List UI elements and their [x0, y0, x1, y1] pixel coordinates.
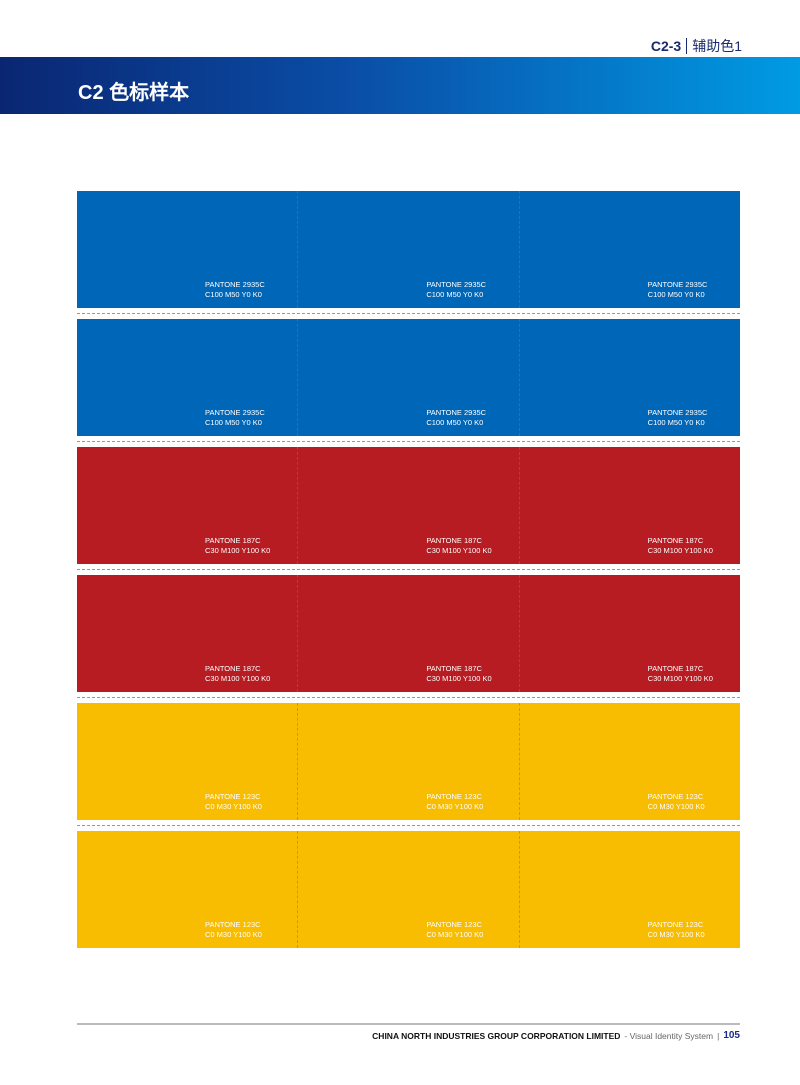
pantone-code: PANTONE 2935C [205, 280, 265, 289]
swatch-label: PANTONE 123C C0 M30 Y100 K0 [205, 792, 262, 812]
swatch-label: PANTONE 2935C C100 M50 Y0 K0 [648, 408, 708, 428]
footer-corp: CHINA NORTH INDUSTRIES GROUP CORPORATION… [372, 1030, 621, 1041]
swatch-label: PANTONE 2935C C100 M50 Y0 K0 [648, 280, 708, 300]
swatch-label: PANTONE 123C C0 M30 Y100 K0 [426, 920, 483, 940]
footer-separator: | [717, 1030, 720, 1041]
color-swatch: PANTONE 2935C C100 M50 Y0 K0 [519, 191, 740, 308]
footer-divider [77, 1023, 740, 1025]
cmyk-code: C0 M30 Y100 K0 [426, 930, 484, 939]
color-swatch: PANTONE 187C C30 M100 Y100 K0 [298, 447, 520, 564]
color-swatch: PANTONE 187C C30 M100 Y100 K0 [298, 575, 520, 692]
color-swatch: PANTONE 2935C C100 M50 Y0 K0 [298, 191, 520, 308]
section-name: 辅助色1 [692, 38, 742, 54]
cmyk-code: C100 M50 Y0 K0 [426, 418, 484, 427]
color-swatch: PANTONE 187C C30 M100 Y100 K0 [519, 447, 740, 564]
cmyk-code: C0 M30 Y100 K0 [205, 930, 262, 939]
pantone-code: PANTONE 2935C [647, 408, 708, 417]
cmyk-code: C0 M30 Y100 K0 [205, 802, 262, 811]
swatch-row: PANTONE 187C C30 M100 Y100 K0 PANTONE 187C… [77, 447, 740, 570]
cmyk-code: C30 M100 Y100 K0 [205, 674, 271, 683]
color-swatch: PANTONE 187C C30 M100 Y100 K0 [77, 575, 299, 692]
swatch-label: PANTONE 2935C C100 M50 Y0 K0 [426, 280, 486, 300]
cmyk-code: C30 M100 Y100 K0 [426, 546, 492, 555]
swatch-label: PANTONE 187C C30 M100 Y100 K0 [205, 536, 270, 556]
page-title: C2 色标样本 [78, 82, 190, 104]
swatch-row: PANTONE 123C C0 M30 Y100 K0 PANTONE 123C C0… [77, 703, 740, 826]
swatch-label: PANTONE 187C C30 M100 Y100 K0 [426, 536, 491, 556]
color-swatch: PANTONE 123C C0 M30 Y100 K0 [77, 831, 299, 948]
cmyk-code: C100 M50 Y0 K0 [647, 290, 705, 299]
pantone-code: PANTONE 123C [205, 920, 261, 929]
pantone-code: PANTONE 187C [647, 664, 704, 673]
pantone-code: PANTONE 187C [426, 664, 482, 673]
pantone-code: PANTONE 2935C [205, 408, 265, 417]
pantone-code: PANTONE 123C [647, 920, 704, 929]
color-swatch: PANTONE 187C C30 M100 Y100 K0 [519, 575, 740, 692]
pantone-code: PANTONE 187C [205, 536, 261, 545]
color-swatch: PANTONE 2935C C100 M50 Y0 K0 [298, 319, 520, 436]
swatch-label: PANTONE 187C C30 M100 Y100 K0 [205, 664, 270, 684]
cmyk-code: C100 M50 Y0 K0 [205, 290, 262, 299]
cmyk-code: C100 M50 Y0 K0 [647, 418, 705, 427]
pantone-code: PANTONE 123C [426, 920, 482, 929]
swatch-row: PANTONE 187C C30 M100 Y100 K0 PANTONE 187C… [77, 575, 740, 698]
cmyk-code: C0 M30 Y100 K0 [426, 802, 484, 811]
swatch-label: PANTONE 2935C C100 M50 Y0 K0 [205, 280, 265, 300]
color-swatch: PANTONE 123C C0 M30 Y100 K0 [298, 703, 520, 820]
swatch-label: PANTONE 187C C30 M100 Y100 K0 [648, 536, 713, 556]
pantone-code: PANTONE 123C [426, 792, 482, 801]
pantone-code: PANTONE 187C [426, 536, 482, 545]
header-band: C2 色标样本 [0, 57, 800, 114]
color-swatch: PANTONE 2935C C100 M50 Y0 K0 [77, 319, 299, 436]
cmyk-code: C30 M100 Y100 K0 [426, 674, 492, 683]
color-swatch: PANTONE 123C C0 M30 Y100 K0 [77, 703, 299, 820]
pantone-code: PANTONE 123C [205, 792, 261, 801]
color-swatch: PANTONE 2935C C100 M50 Y0 K0 [519, 319, 740, 436]
pantone-code: PANTONE 123C [647, 792, 704, 801]
swatch-label: PANTONE 123C C0 M30 Y100 K0 [648, 920, 705, 940]
color-swatch: PANTONE 123C C0 M30 Y100 K0 [298, 831, 520, 948]
cmyk-code: C100 M50 Y0 K0 [426, 290, 484, 299]
color-swatch: PANTONE 187C C30 M100 Y100 K0 [77, 447, 299, 564]
swatch-label: PANTONE 2935C C100 M50 Y0 K0 [205, 408, 265, 428]
swatch-label: PANTONE 187C C30 M100 Y100 K0 [426, 664, 491, 684]
color-swatch-grid: PANTONE 2935C C100 M50 Y0 K0 PANTONE 2935C… [77, 191, 740, 948]
section-code: C2-3 [650, 38, 682, 54]
cmyk-code: C0 M30 Y100 K0 [647, 930, 705, 939]
cmyk-code: C0 M30 Y100 K0 [647, 802, 705, 811]
cmyk-code: C30 M100 Y100 K0 [647, 674, 713, 683]
cmyk-code: C100 M50 Y0 K0 [205, 418, 262, 427]
footer: CHINA NORTH INDUSTRIES GROUP CORPORATION… [372, 1030, 740, 1041]
divider [686, 38, 688, 54]
color-swatch: PANTONE 123C C0 M30 Y100 K0 [519, 703, 740, 820]
swatch-row: PANTONE 123C C0 M30 Y100 K0 PANTONE 123C C0… [77, 831, 740, 948]
section-reference: C2-3 辅助色1 [651, 36, 742, 56]
swatch-label: PANTONE 123C C0 M30 Y100 K0 [205, 920, 262, 940]
pantone-code: PANTONE 2935C [426, 280, 487, 289]
swatch-row: PANTONE 2935C C100 M50 Y0 K0 PANTONE 2935C… [77, 191, 740, 314]
swatch-label: PANTONE 123C C0 M30 Y100 K0 [426, 792, 483, 812]
pantone-code: PANTONE 2935C [426, 408, 487, 417]
page-number: 105 [723, 1030, 740, 1041]
color-swatch: PANTONE 123C C0 M30 Y100 K0 [519, 831, 740, 948]
footer-system: - Visual Identity System [624, 1030, 714, 1041]
swatch-label: PANTONE 123C C0 M30 Y100 K0 [648, 792, 705, 812]
cmyk-code: C30 M100 Y100 K0 [647, 546, 713, 555]
swatch-label: PANTONE 2935C C100 M50 Y0 K0 [426, 408, 486, 428]
pantone-code: PANTONE 2935C [647, 280, 708, 289]
swatch-label: PANTONE 187C C30 M100 Y100 K0 [648, 664, 713, 684]
swatch-row: PANTONE 2935C C100 M50 Y0 K0 PANTONE 2935C… [77, 319, 740, 442]
pantone-code: PANTONE 187C [647, 536, 704, 545]
cmyk-code: C30 M100 Y100 K0 [205, 546, 271, 555]
color-swatch: PANTONE 2935C C100 M50 Y0 K0 [77, 191, 299, 308]
pantone-code: PANTONE 187C [205, 664, 261, 673]
